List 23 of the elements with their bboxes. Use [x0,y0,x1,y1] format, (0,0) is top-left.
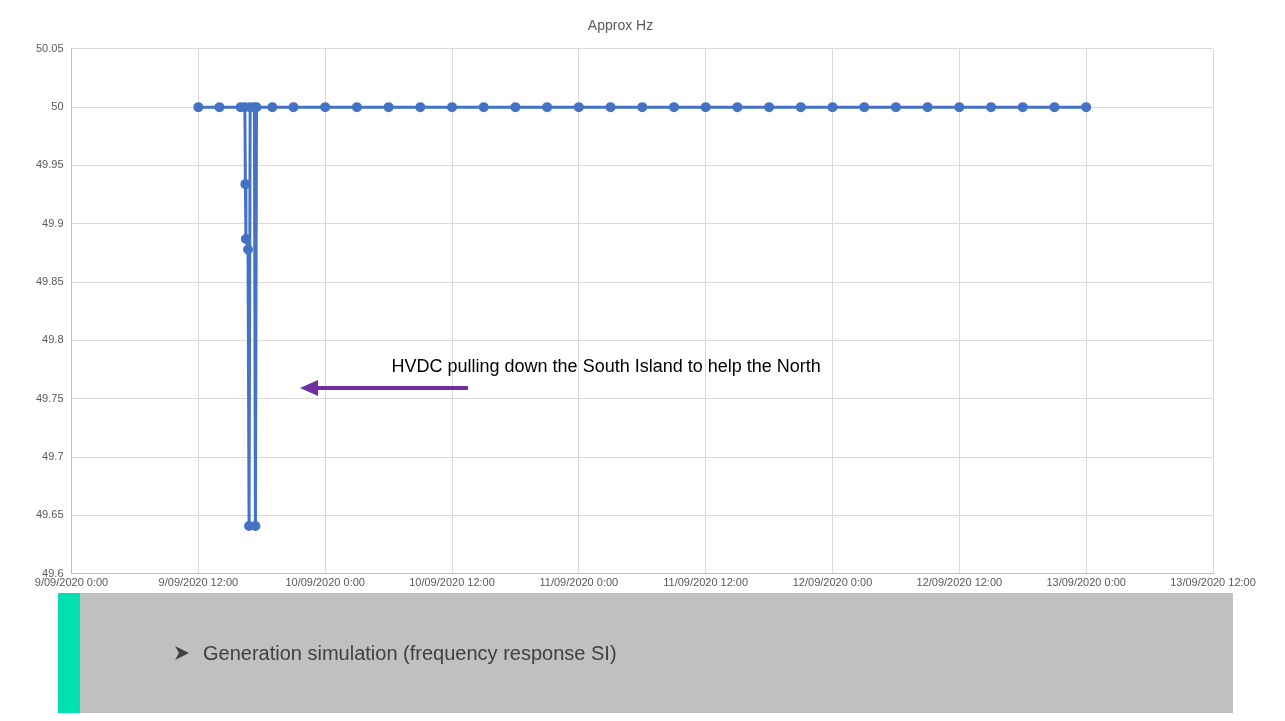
x-tick-label: 12/09/2020 0:00 [792,576,873,589]
y-tick-label: 49.9 [42,216,64,229]
y-tick-label: 49.75 [36,391,64,404]
annotation: HVDC pulling down the South Island to help the North [391,355,821,376]
x-tick-label: 12/09/2020 12:00 [916,576,1003,589]
y-tick-label: 50.05 [36,41,64,54]
x-tick-label: 11/09/2020 0:00 [539,576,619,589]
y-tick-label: 49.85 [36,275,64,288]
x-tick-label: 9/09/2020 12:00 [158,576,239,589]
y-tick-label: 49.6 [42,566,64,579]
y-tick-label: 49.95 [36,158,64,171]
x-tick-label: 13/09/2020 0:00 [1046,576,1126,589]
x-tick-label: 9/09/2020 0:00 [34,576,109,589]
x-tick-label: 11/09/2020 12:00 [663,576,749,589]
y-tick-label: 50 [51,100,64,113]
y-tick-label: 49.8 [42,333,64,346]
x-tick-label: 10/09/2020 0:00 [285,576,365,589]
y-tick-label: 49.65 [36,508,64,521]
y-tick-label: 49.7 [42,450,64,463]
chart-title: Approx Hz [587,17,654,34]
x-tick-label: 10/09/2020 12:00 [409,576,495,589]
x-tick-label: 13/09/2020 12:00 [1170,576,1256,589]
text: Generation simulation (frequency response SI) [202,641,617,665]
